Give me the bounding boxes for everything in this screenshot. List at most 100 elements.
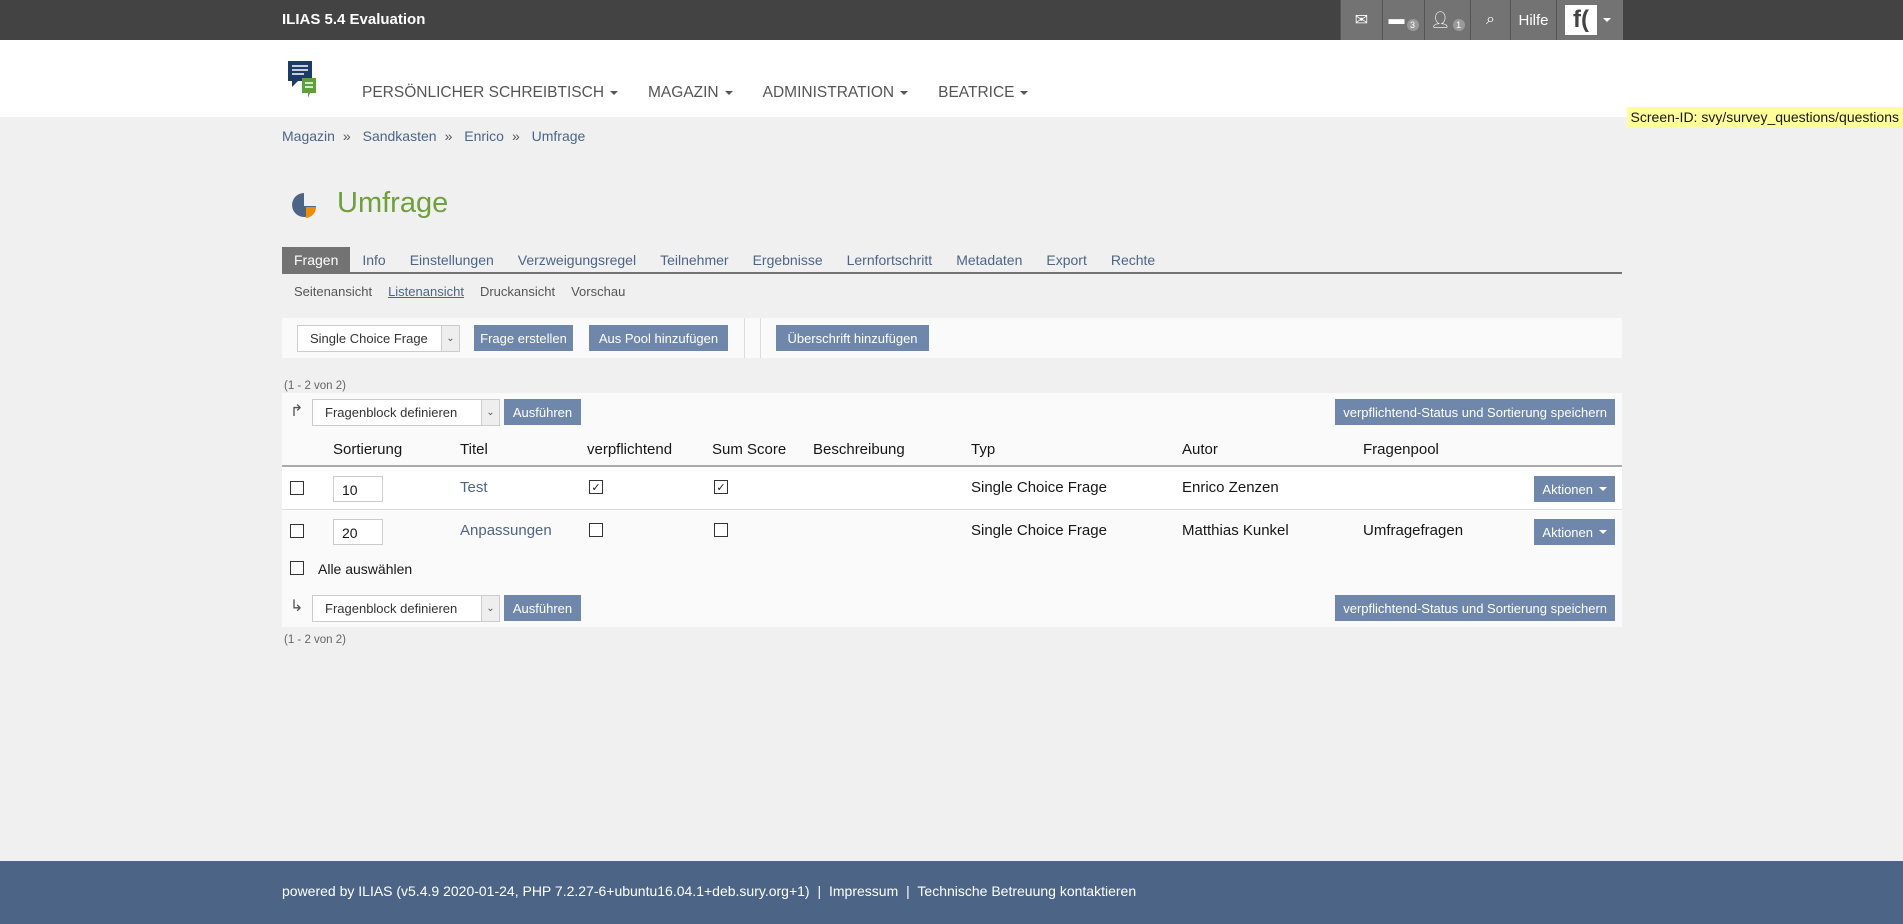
- actions-dropdown[interactable]: Aktionen: [1534, 519, 1615, 545]
- execute-button-bottom[interactable]: Ausführen: [504, 595, 581, 621]
- subtab-listenansicht[interactable]: Listenansicht: [388, 284, 464, 299]
- multi-action-select-bottom[interactable]: Fragenblock definieren ⌄: [312, 595, 500, 622]
- contacts-button[interactable]: 👤︎ 1: [1424, 0, 1470, 40]
- row-checkbox[interactable]: [290, 524, 304, 538]
- chevron-down-icon: [1599, 530, 1607, 534]
- add-from-pool-button[interactable]: Aus Pool hinzufügen: [589, 325, 728, 351]
- ilias-logo[interactable]: [288, 61, 328, 99]
- mandatory-checkbox[interactable]: [589, 523, 603, 537]
- sum-score-checkbox[interactable]: ✓: [714, 480, 728, 494]
- contacts-badge: 1: [1452, 19, 1465, 31]
- order-input[interactable]: 20: [333, 519, 383, 545]
- col-sortierung[interactable]: Sortierung: [333, 441, 403, 458]
- page-title: Umfrage: [337, 187, 449, 219]
- subtab-vorschau[interactable]: Vorschau: [571, 284, 626, 299]
- chevron-down-icon: [900, 90, 909, 95]
- top-bar: ILIAS 5.4 Evaluation ✉ ▬ 3 👤︎ 1 ⌕ Hilfe f(: [0, 0, 1903, 40]
- result-count: (1 - 2 von 2): [284, 380, 346, 392]
- nav-beatrice[interactable]: BEATRICE: [938, 84, 1029, 102]
- select-all-label[interactable]: Alle auswählen: [318, 561, 413, 577]
- breadcrumb: Magazin» Sandkasten» Enrico» Umfrage: [282, 128, 586, 144]
- chat-badge: 3: [1406, 19, 1419, 31]
- sum-score-checkbox[interactable]: [714, 523, 728, 537]
- search-button[interactable]: ⌕: [1470, 0, 1510, 40]
- tab-fragen[interactable]: Fragen: [282, 247, 351, 272]
- footer: powered by ILIAS (v5.4.9 2020-01-24, PHP…: [0, 861, 1903, 924]
- table-row: 10 Test ✓ ✓ Single Choice Frage Enrico Z…: [282, 467, 1622, 510]
- nav-repository[interactable]: MAGAZIN: [648, 84, 733, 102]
- chat-icon: ▬: [1388, 11, 1405, 28]
- breadcrumb-enrico[interactable]: Enrico: [464, 128, 504, 144]
- help-button[interactable]: Hilfe: [1510, 0, 1556, 40]
- user-icon: 👤︎: [1430, 12, 1451, 29]
- table-row: 20 Anpassungen Single Choice Frage Matth…: [282, 510, 1622, 553]
- breadcrumb-umfrage[interactable]: Umfrage: [531, 128, 586, 144]
- select-all-row: Alle auswählen: [282, 552, 1622, 590]
- arrow-up-right-icon: ↱: [290, 403, 304, 420]
- col-autor[interactable]: Autor: [1182, 441, 1218, 458]
- nav-personal-desk[interactable]: PERSÖNLICHER SCHREIBTISCH: [362, 84, 619, 102]
- chevron-down-icon: [1020, 90, 1029, 95]
- save-status-button-bottom[interactable]: verpflichtend-Status und Sortierung spei…: [1335, 595, 1615, 621]
- col-sum-score[interactable]: Sum Score: [712, 441, 787, 458]
- tab-teilnehmer[interactable]: Teilnehmer: [660, 252, 729, 268]
- multi-action-select[interactable]: Fragenblock definieren ⌄: [312, 399, 500, 426]
- tab-verzweigungsregel[interactable]: Verzweigungsregel: [517, 252, 637, 268]
- mandatory-checkbox[interactable]: ✓: [589, 480, 603, 494]
- save-status-button[interactable]: verpflichtend-Status und Sortierung spei…: [1335, 399, 1615, 425]
- create-question-button[interactable]: Frage erstellen: [474, 325, 573, 351]
- subtab-druckansicht[interactable]: Druckansicht: [479, 284, 556, 299]
- arrow-down-right-icon: ↳: [290, 598, 304, 615]
- chevron-down-icon: [724, 90, 733, 95]
- avatar: f(: [1565, 5, 1597, 35]
- question-title-link[interactable]: Anpassungen: [460, 522, 552, 539]
- col-titel[interactable]: Titel: [460, 441, 488, 458]
- tab-info[interactable]: Info: [362, 252, 386, 268]
- tab-metadaten[interactable]: Metadaten: [956, 252, 1023, 268]
- tab-lernfortschritt[interactable]: Lernfortschritt: [846, 252, 933, 268]
- pool-cell: Umfragefragen: [1363, 522, 1464, 539]
- select-all-checkbox[interactable]: [290, 561, 304, 575]
- col-typ[interactable]: Typ: [971, 441, 996, 458]
- chevron-down-icon: ⌄: [441, 326, 459, 351]
- chevron-down-icon: [1603, 18, 1611, 22]
- nav-administration[interactable]: ADMINISTRATION: [763, 84, 909, 102]
- main-nav: PERSÖNLICHER SCHREIBTISCH MAGAZIN ADMINI…: [362, 84, 1029, 102]
- tab-einstellungen[interactable]: Einstellungen: [409, 252, 494, 268]
- type-cell: Single Choice Frage: [971, 479, 1107, 496]
- type-cell: Single Choice Frage: [971, 522, 1107, 539]
- screen-id: Screen-ID: svy/survey_questions/question…: [1626, 107, 1903, 127]
- author-cell: Matthias Kunkel: [1182, 522, 1289, 539]
- table-top-actions: ↱ Fragenblock definieren ⌄ Ausführen verp…: [282, 393, 1622, 431]
- chevron-down-icon: [610, 90, 619, 95]
- question-type-select[interactable]: Single Choice Frage ⌄: [297, 325, 460, 352]
- breadcrumb-magazin[interactable]: Magazin: [282, 128, 335, 144]
- contact-link[interactable]: Technische Betreuung kontaktieren: [917, 883, 1137, 899]
- mail-icon: ✉: [1354, 12, 1369, 29]
- tab-ergebnisse[interactable]: Ergebnisse: [752, 252, 823, 268]
- execute-button[interactable]: Ausführen: [504, 399, 581, 425]
- row-checkbox[interactable]: [290, 481, 304, 495]
- tab-rechte[interactable]: Rechte: [1110, 252, 1156, 268]
- tab-export[interactable]: Export: [1046, 252, 1087, 268]
- add-heading-button[interactable]: Überschrift hinzufügen: [776, 325, 929, 351]
- header: [0, 40, 1903, 117]
- divider: [760, 318, 761, 358]
- order-input[interactable]: 10: [333, 476, 383, 502]
- col-beschreibung[interactable]: Beschreibung: [813, 441, 905, 458]
- user-menu[interactable]: f(: [1556, 0, 1623, 40]
- result-count-bottom: (1 - 2 von 2): [284, 634, 346, 646]
- subtabs: Seitenansicht Listenansicht Druckansicht…: [294, 284, 625, 299]
- col-verpflichtend[interactable]: verpflichtend: [587, 441, 673, 458]
- subtab-seitenansicht[interactable]: Seitenansicht: [294, 284, 373, 299]
- tabs: Fragen Info Einstellungen Verzweigungsre…: [282, 247, 1622, 274]
- mail-button[interactable]: ✉: [1340, 0, 1382, 40]
- breadcrumb-sandkasten[interactable]: Sandkasten: [362, 128, 437, 144]
- divider: [744, 318, 745, 358]
- col-fragenpool[interactable]: Fragenpool: [1363, 441, 1439, 458]
- impressum-link[interactable]: Impressum: [829, 883, 899, 899]
- chat-button[interactable]: ▬ 3: [1382, 0, 1424, 40]
- chevron-down-icon: ⌄: [481, 400, 499, 425]
- actions-dropdown[interactable]: Aktionen: [1534, 476, 1615, 502]
- question-title-link[interactable]: Test: [460, 479, 488, 496]
